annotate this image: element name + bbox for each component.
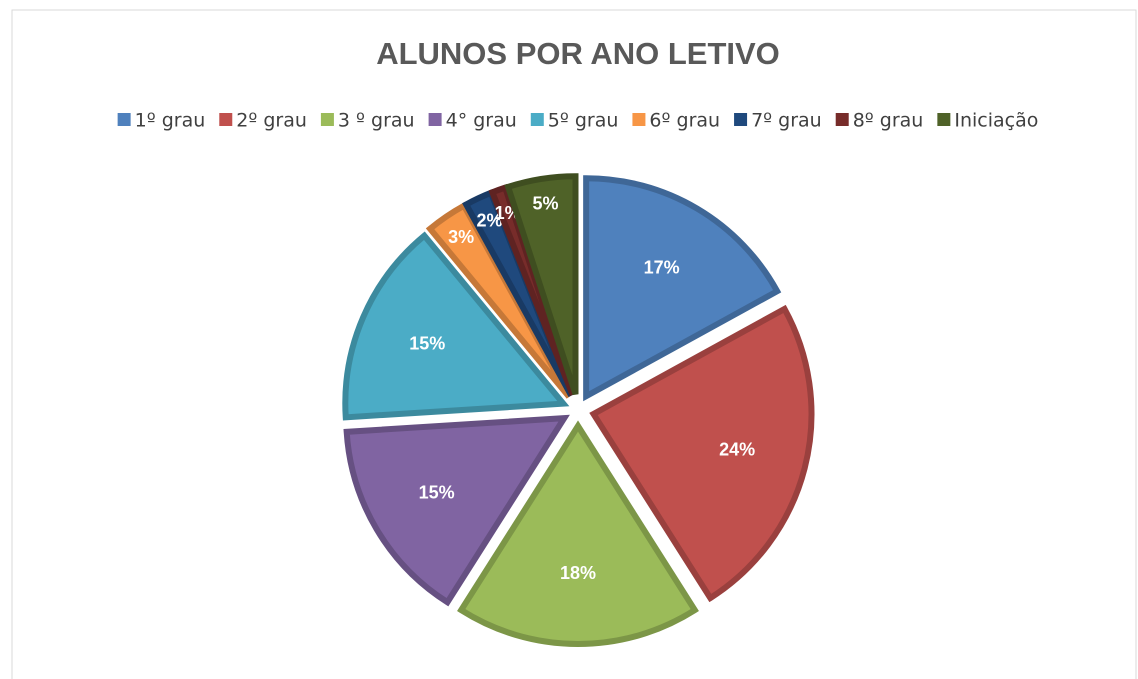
pie-slice xyxy=(457,420,699,647)
data-label: 15% xyxy=(409,334,445,354)
data-label: 18% xyxy=(560,563,596,583)
pie-slice xyxy=(342,231,570,421)
legend-swatch xyxy=(320,113,334,126)
pie-slice xyxy=(589,304,815,603)
legend: 1º grau 2º grau 3 º grau 4° grau 5º grau 6º g… xyxy=(117,110,1038,132)
legend-swatch xyxy=(835,113,849,126)
legend-label: 7º grau xyxy=(751,110,822,132)
legend-swatch xyxy=(734,113,748,126)
legend-label: 3 º grau xyxy=(338,110,415,132)
pie-slice xyxy=(583,175,782,402)
pie-slice xyxy=(504,173,579,396)
legend-label: 8º grau xyxy=(853,110,924,132)
legend-label: 6º grau xyxy=(649,110,720,132)
legend-label: 1º grau xyxy=(135,110,206,132)
pie-slice xyxy=(343,414,570,607)
legend-label: 5º grau xyxy=(548,110,619,132)
legend-swatch xyxy=(632,113,646,126)
data-label: 17% xyxy=(644,257,680,277)
legend-swatch xyxy=(530,113,544,126)
data-label: 24% xyxy=(719,440,755,460)
data-label: 2% xyxy=(476,211,502,231)
legend-label: 2º grau xyxy=(236,110,307,132)
legend-swatch xyxy=(219,113,233,126)
chart-title: ALUNOS POR ANO LETIVO xyxy=(376,36,780,71)
legend-swatch xyxy=(428,113,442,126)
data-label: 3% xyxy=(448,227,474,247)
legend-swatch xyxy=(117,113,131,126)
legend-swatch xyxy=(937,113,951,126)
data-label: 15% xyxy=(419,482,455,502)
legend-label: 4° grau xyxy=(446,110,517,132)
pie-slice xyxy=(488,183,576,397)
data-label: 5% xyxy=(532,193,558,213)
legend-label: Iniciação xyxy=(954,110,1038,132)
